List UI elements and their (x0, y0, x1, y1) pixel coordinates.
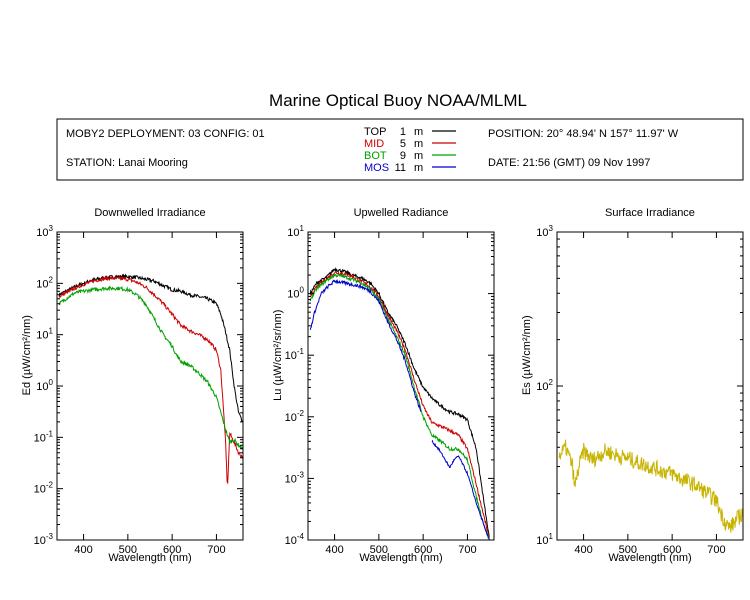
y-tick-label: 101 (536, 532, 553, 547)
y-tick-label: 100 (36, 378, 53, 393)
legend-unit: m (414, 138, 423, 150)
y-axis-label: Es (µW/cm²/nm) (521, 315, 533, 395)
legend-label: TOP (364, 126, 386, 138)
charts: Downwelled Irradiance 400 500 600 700 Wavelen… (21, 207, 744, 564)
legend-depth: 9 (400, 150, 406, 162)
legend-unit: m (414, 162, 423, 174)
series-line-4 (309, 279, 422, 412)
legend-label: MID (364, 138, 384, 150)
deployment-text: MOBY2 DEPLOYMENT: 03 CONFIG: 01 (66, 128, 265, 140)
legend-depth: 5 (400, 138, 406, 150)
legend-label: BOT (364, 150, 387, 162)
legend-unit: m (414, 126, 423, 138)
y-axis-label: Lu (µW/cm²/sr/nm) (272, 310, 284, 401)
x-tick-label: 500 (370, 544, 388, 556)
chart-title: Upwelled Radiance (354, 207, 449, 219)
chart-title: Surface Irradiance (605, 207, 695, 219)
x-axis-label: Wavelength (nm) (608, 552, 691, 564)
chart-panel-1: Downwelled Irradiance 400 500 600 700 Wavelen… (21, 207, 244, 564)
x-tick-label: 700 (207, 544, 225, 556)
x-tick-label: 400 (74, 544, 92, 556)
y-tick-label: 10-2 (34, 481, 54, 496)
y-tick-label: 102 (536, 378, 553, 393)
series-line-2 (58, 275, 243, 485)
series-line-3 (309, 273, 490, 540)
y-tick-label: 10-1 (285, 347, 305, 362)
chart-panel-2: Upwelled Radiance 400 500 600 700 Wavelength … (272, 207, 495, 564)
x-tick-label: 600 (663, 544, 681, 556)
chart-title: Downwelled Irradiance (94, 207, 205, 219)
page-title: Marine Optical Buoy NOAA/MLML (269, 91, 527, 110)
legend-label: MOS (364, 162, 389, 174)
legend-depth: 1 (400, 126, 406, 138)
plot-frame (307, 231, 495, 541)
station-text: STATION: Lanai Mooring (66, 157, 188, 169)
legend-unit: m (414, 150, 423, 162)
y-tick-label: 10-3 (34, 532, 54, 547)
legend-depth: 11 (395, 162, 406, 174)
series-line-5 (431, 439, 490, 540)
y-tick-label: 10-3 (285, 470, 305, 485)
x-tick-label: 400 (574, 544, 592, 556)
series-line-2 (309, 271, 490, 538)
y-tick-label: 10-4 (285, 532, 305, 547)
y-tick-label: 10-2 (285, 409, 305, 424)
y-tick-label: 102 (36, 275, 53, 290)
series-line-1 (58, 273, 243, 423)
x-tick-label: 500 (119, 544, 137, 556)
y-tick-label: 101 (36, 327, 53, 342)
chart-panel-3: Surface Irradiance 400 500 600 700 Wavelength… (521, 207, 744, 564)
series-line-3 (58, 285, 243, 450)
plot-frame (556, 231, 744, 541)
y-tick-label: 103 (36, 224, 53, 239)
x-tick-label: 400 (325, 544, 343, 556)
y-tick-label: 10-1 (34, 429, 54, 444)
date-text: DATE: 21:56 (GMT) 09 Nov 1997 (488, 157, 650, 169)
series-line-1 (309, 266, 490, 538)
x-tick-label: 600 (414, 544, 432, 556)
position-text: POSITION: 20° 48.94' N 157° 11.97' W (488, 128, 679, 140)
series-line-1 (558, 439, 743, 533)
y-axis-label: Ed (µW/cm²/nm) (21, 315, 33, 395)
x-tick-label: 700 (458, 544, 476, 556)
x-tick-label: 500 (619, 544, 637, 556)
x-tick-label: 700 (707, 544, 725, 556)
x-axis-label: Wavelength (nm) (359, 552, 442, 564)
x-tick-label: 600 (163, 544, 181, 556)
x-axis-label: Wavelength (nm) (108, 552, 191, 564)
y-tick-label: 103 (536, 224, 553, 239)
y-tick-label: 100 (287, 286, 304, 301)
y-tick-label: 101 (287, 224, 304, 239)
info-box: MOBY2 DEPLOYMENT: 03 CONFIG: 01 STATION:… (56, 118, 744, 181)
